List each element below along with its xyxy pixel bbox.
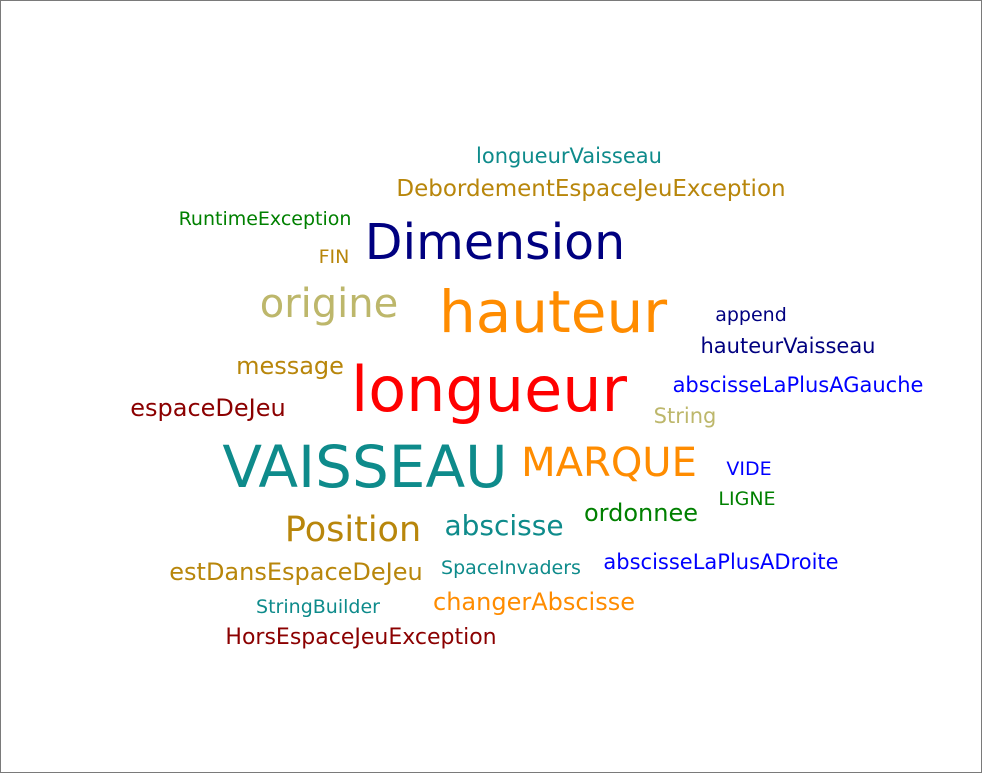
word-abscisselaplusadroite: abscisseLaPlusADroite [603, 550, 839, 574]
word-spaceinvaders: SpaceInvaders [441, 557, 581, 579]
word-horsespacejeuexception: HorsEspaceJeuException [225, 625, 497, 650]
word-stringbuilder: StringBuilder [256, 596, 380, 618]
word-changerabscisse: changerAbscisse [433, 588, 635, 616]
word-abscisselaplusagauche: abscisseLaPlusAGauche [672, 373, 924, 397]
word-vaisseau: VAISSEAU [222, 433, 508, 501]
word-debordementespacejeuexception: DebordementEspaceJeuException [396, 176, 786, 202]
word-espacedejeu: espaceDeJeu [130, 394, 286, 422]
word-dimension: Dimension [364, 214, 626, 271]
word-runtimeexception: RuntimeException [178, 208, 352, 230]
word-append: append [715, 304, 787, 326]
word-fin: FIN [318, 246, 350, 268]
word-longueurvaisseau: longueurVaisseau [476, 144, 662, 168]
word-longueur: longueur [350, 353, 628, 426]
word-origine: origine [259, 281, 399, 327]
word-marque: MARQUE [521, 440, 697, 486]
word-string: String [653, 404, 717, 428]
word-vide: VIDE [726, 458, 772, 480]
word-estdansespacedejeu: estDansEspaceDeJeu [169, 558, 423, 586]
word-abscisse: abscisse [444, 509, 564, 542]
word-message: message [236, 352, 344, 380]
word-hauteur: hauteur [438, 278, 668, 346]
word-ordonnee: ordonnee [584, 499, 698, 527]
word-hauteurvaisseau: hauteurVaisseau [700, 334, 876, 358]
word-ligne: LIGNE [718, 488, 776, 510]
word-position: Position [284, 510, 422, 550]
